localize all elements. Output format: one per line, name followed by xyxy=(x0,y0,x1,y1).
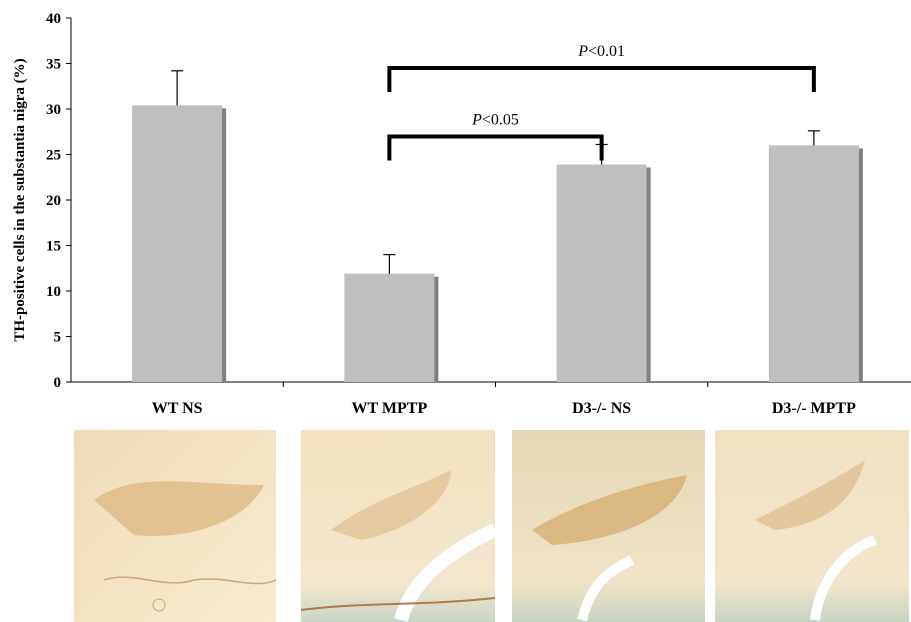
micrograph-d3-ns xyxy=(512,430,705,622)
y-tick-label: 15 xyxy=(46,239,61,255)
x-tick-label: WT NS xyxy=(152,400,203,417)
y-tick-label: 0 xyxy=(54,375,62,391)
micrograph-wt-ns xyxy=(74,430,276,622)
y-tick-label: 30 xyxy=(46,102,61,118)
bar xyxy=(768,145,859,382)
bar xyxy=(132,105,223,383)
micrograph-wt-mptp xyxy=(301,430,495,622)
y-tick-label: 25 xyxy=(46,148,61,164)
significance-label: P<0.05 xyxy=(471,112,519,129)
x-tick-label: WT MPTP xyxy=(352,400,428,417)
significance-bracket xyxy=(387,134,604,161)
y-tick-label: 10 xyxy=(46,284,61,300)
y-axis-label: TH-positive cells in the substantia nigr… xyxy=(12,58,28,341)
y-tick-label: 35 xyxy=(46,57,61,73)
micrograph-d3-mptp xyxy=(715,430,909,622)
y-tick-label: 20 xyxy=(46,193,61,209)
y-tick-label: 5 xyxy=(54,330,62,346)
y-tick-label: 40 xyxy=(46,11,61,27)
significance-label: P<0.01 xyxy=(577,43,625,60)
x-tick-label: D3-/- NS xyxy=(572,400,631,417)
bar-chart: 0 5 10 15 20 25 30 35 40 TH-positive cells in the… xyxy=(12,11,911,417)
significance-bracket xyxy=(387,66,816,93)
bar xyxy=(344,273,435,382)
x-tick-label: D3-/- MPTP xyxy=(772,400,856,417)
bar xyxy=(556,164,647,382)
